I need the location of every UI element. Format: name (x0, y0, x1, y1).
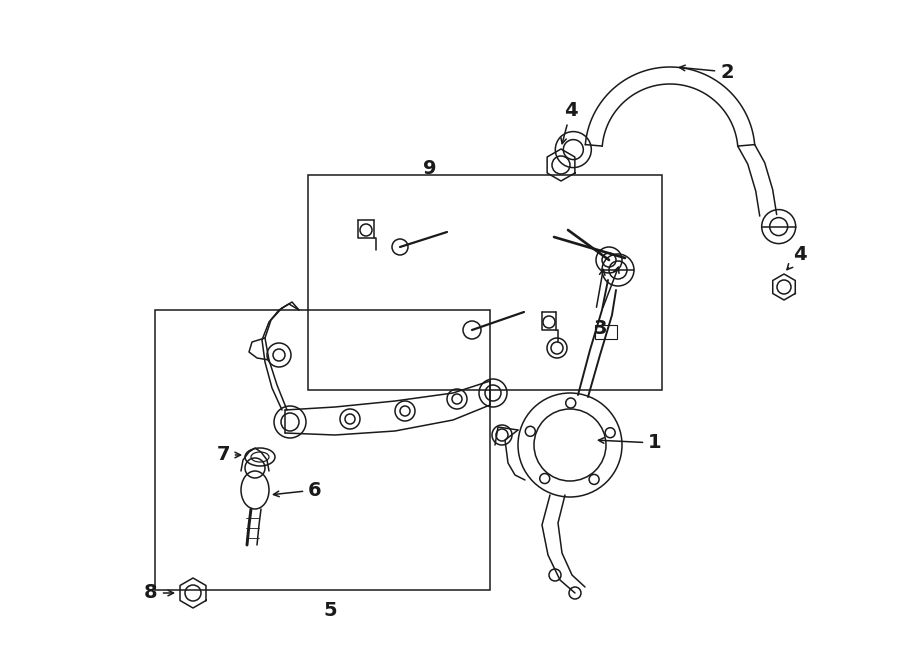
Text: 7: 7 (216, 446, 240, 465)
Text: 9: 9 (423, 159, 436, 178)
Text: 4: 4 (787, 245, 806, 270)
Text: 5: 5 (323, 600, 337, 619)
Text: 3: 3 (593, 319, 607, 338)
Text: 1: 1 (598, 434, 662, 453)
Text: 4: 4 (561, 100, 578, 143)
Text: 2: 2 (680, 63, 734, 81)
Text: 8: 8 (144, 584, 174, 602)
Bar (595, 325, 617, 339)
Text: 6: 6 (274, 481, 322, 500)
Bar (308, 175, 662, 390)
Bar (155, 310, 490, 590)
